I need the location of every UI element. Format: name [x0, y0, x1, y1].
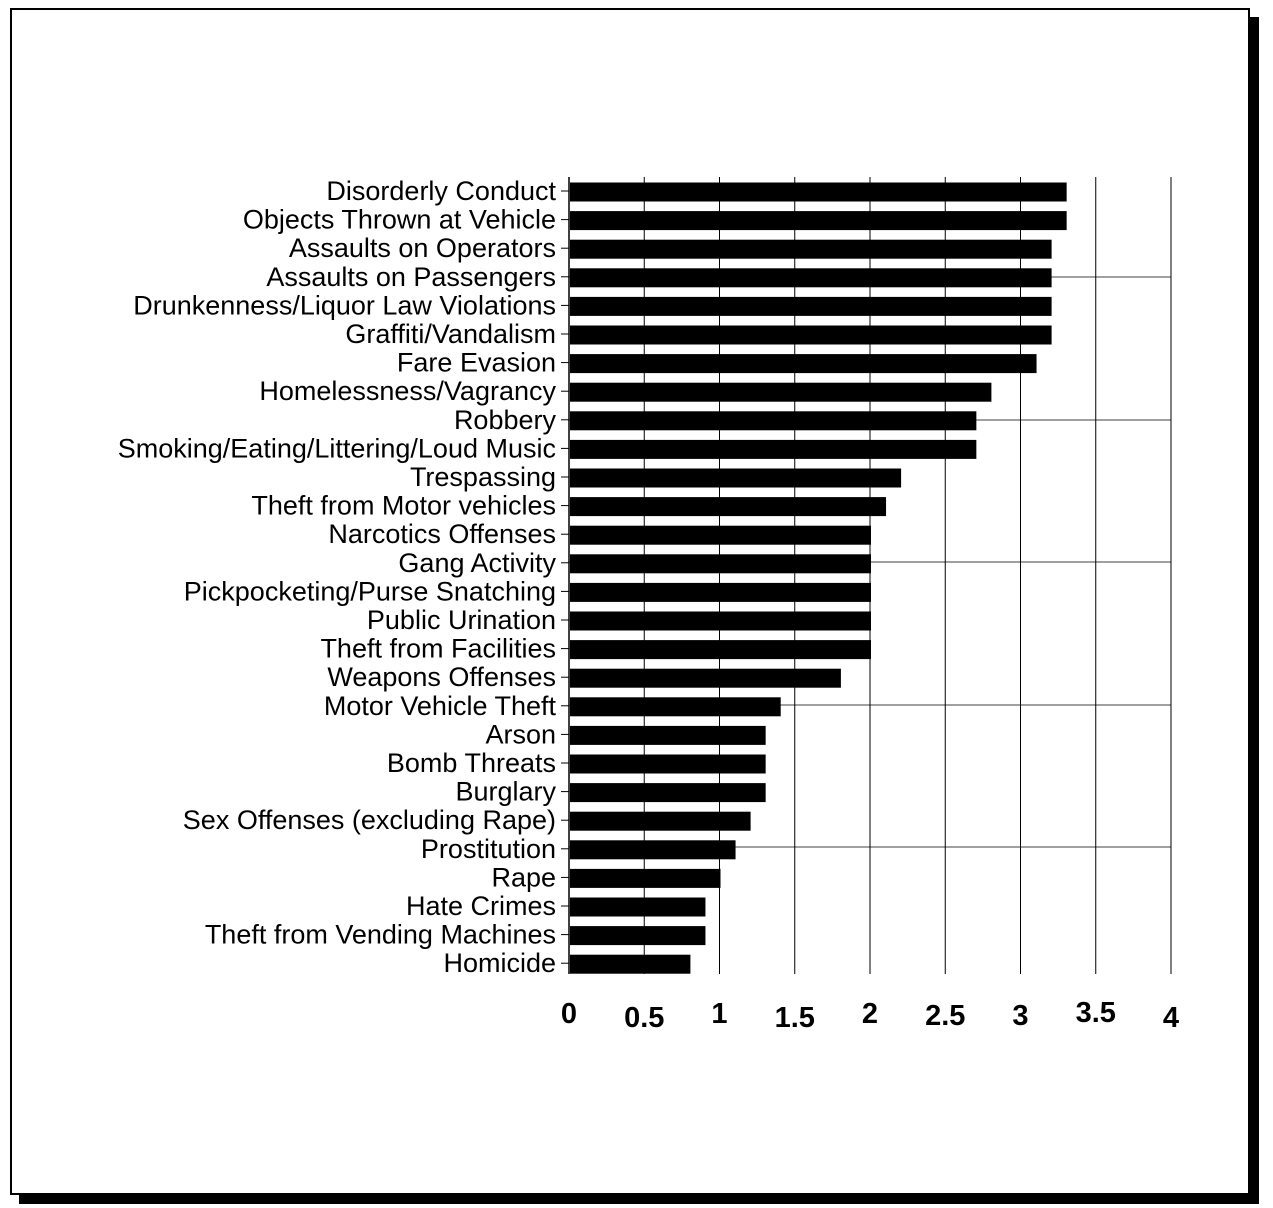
category-label: Graffiti/Vandalism [345, 319, 556, 349]
category-label: Theft from Facilities [320, 634, 556, 664]
bar [570, 239, 1052, 259]
x-tick-label: 0 [561, 998, 577, 1030]
bar [570, 640, 871, 660]
chart-frame: Disorderly Conduct Objects Thrown at Vehi… [10, 8, 1250, 1195]
category-label: Gang Activity [398, 548, 556, 578]
category-label: Sex Offenses (excluding Rape) [183, 805, 556, 835]
category-label: Trespassing [410, 462, 556, 492]
bar [570, 840, 736, 860]
category-label: Theft from Vending Machines [205, 920, 556, 950]
category-label: Robbery [454, 405, 557, 435]
bar [570, 868, 721, 888]
category-label: Homicide [443, 948, 556, 978]
bar [570, 525, 871, 545]
bar [570, 611, 871, 631]
category-label: Bomb Threats [387, 748, 556, 778]
x-tick-label: 3.5 [1076, 997, 1116, 1029]
bar [570, 811, 751, 831]
category-label: Weapons Offenses [327, 662, 556, 692]
category-label: Drunkenness/Liquor Law Violations [133, 290, 556, 320]
bar [570, 354, 1037, 374]
x-tick-label: 1.5 [775, 1002, 815, 1034]
bar [570, 926, 706, 946]
x-tick-label: 0.5 [624, 1002, 664, 1034]
x-tick-label: 2 [862, 998, 878, 1030]
category-label: Arson [485, 719, 556, 749]
x-tick-label: 2.5 [925, 1000, 965, 1032]
category-label: Rape [491, 862, 556, 892]
bar [570, 668, 841, 688]
category-label: Public Urination [367, 605, 556, 635]
category-label: Disorderly Conduct [326, 176, 556, 206]
x-tick-label: 4 [1163, 1002, 1179, 1034]
bar [570, 725, 766, 745]
bar [570, 554, 871, 574]
category-label: Prostitution [421, 834, 556, 864]
category-label: Objects Thrown at Vehicle [243, 205, 556, 235]
bar [570, 497, 887, 517]
bars [570, 182, 1067, 974]
bar [570, 296, 1052, 316]
bar [570, 211, 1067, 231]
bar [570, 697, 781, 717]
bar [570, 783, 766, 803]
category-label: Pickpocketing/Purse Snatching [184, 576, 556, 606]
bar [570, 411, 977, 431]
category-label: Smoking/Eating/Littering/Loud Music [118, 433, 556, 463]
x-tick-label: 1 [711, 998, 727, 1030]
category-label: Homelessness/Vagrancy [259, 376, 556, 406]
bar [570, 754, 766, 774]
category-label: Fare Evasion [397, 348, 556, 378]
category-label: Hate Crimes [406, 891, 556, 921]
x-tick-label: 3 [1012, 1000, 1028, 1032]
bar [570, 382, 992, 402]
bar [570, 582, 871, 602]
x-axis-ticks: 0 0.5 1 1.5 2 2.5 3 3.5 4 [561, 997, 1179, 1034]
bar [570, 268, 1052, 288]
bar [570, 954, 691, 974]
category-label: Motor Vehicle Theft [324, 691, 557, 721]
category-label: Assaults on Passengers [266, 262, 556, 292]
bar [570, 325, 1052, 345]
category-label: Theft from Motor vehicles [251, 491, 556, 521]
bar [570, 439, 977, 459]
bar [570, 897, 706, 917]
category-label: Narcotics Offenses [328, 519, 556, 549]
category-label: Burglary [455, 777, 556, 807]
category-label: Assaults on Operators [289, 233, 556, 263]
bar [570, 182, 1067, 202]
bar [570, 468, 902, 488]
